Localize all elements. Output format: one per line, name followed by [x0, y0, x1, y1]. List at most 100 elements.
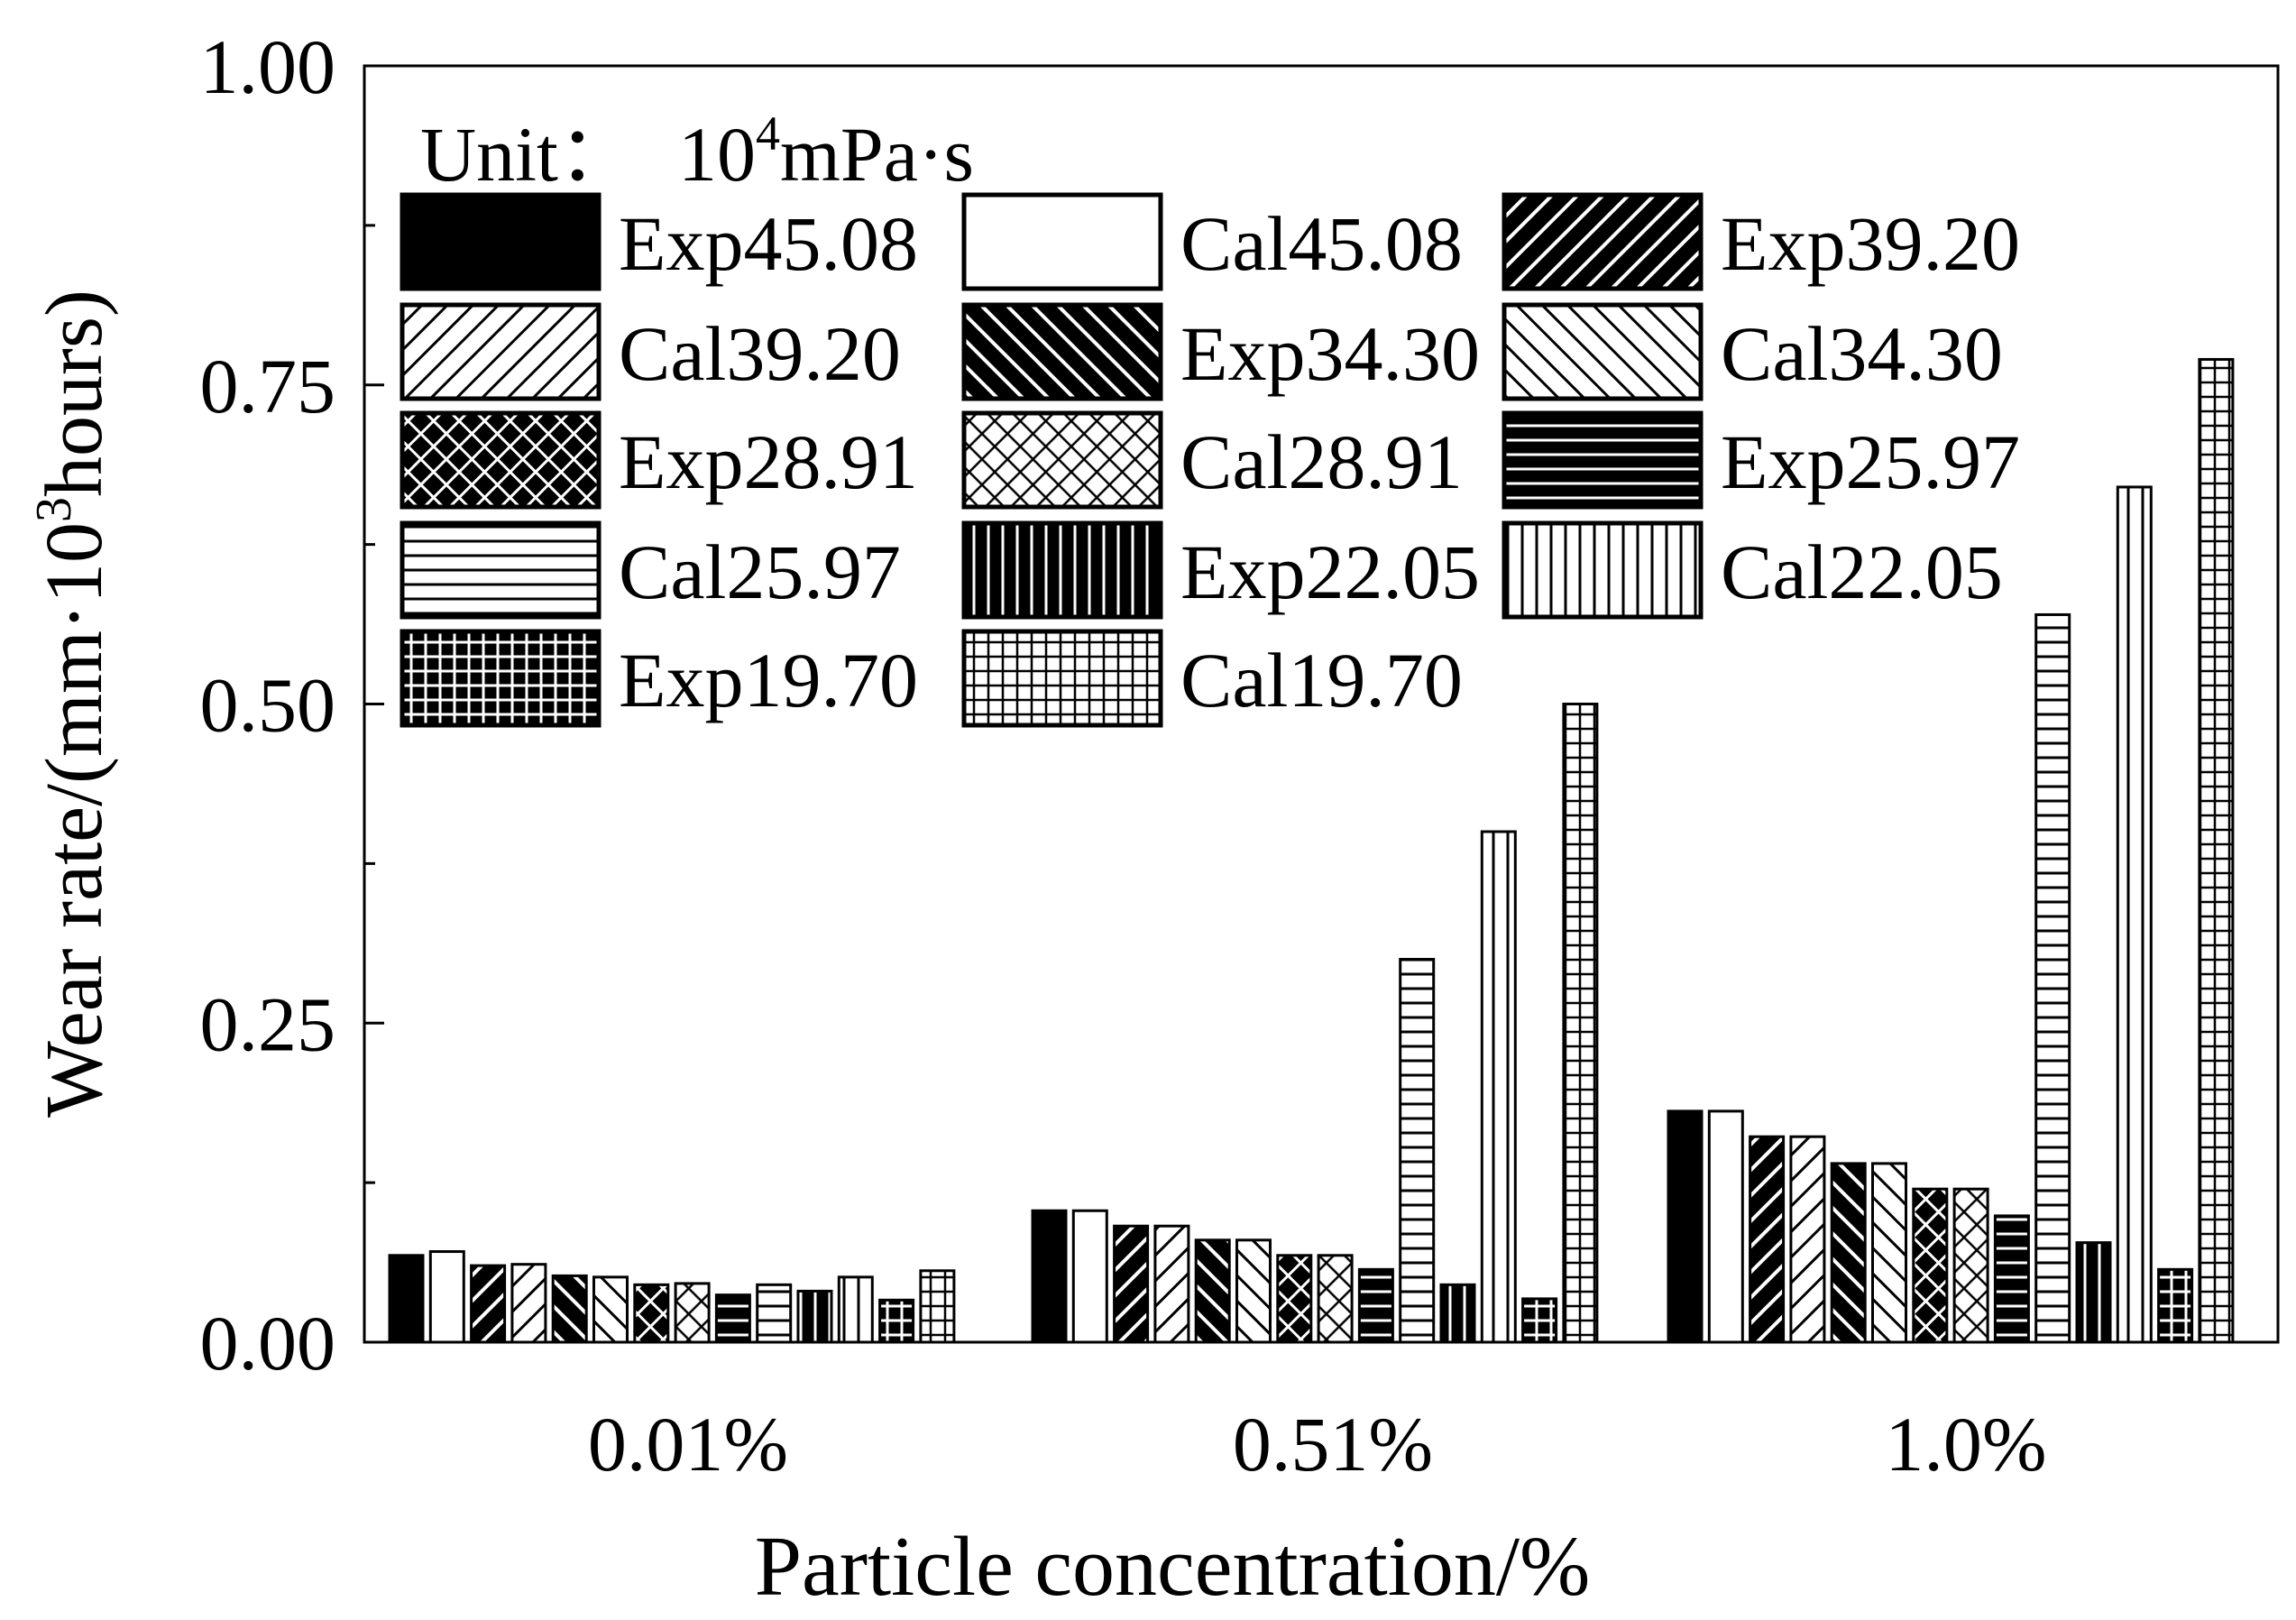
bar-cal39-20-0-01: [510, 1263, 547, 1344]
y-tick-label: 0.75: [200, 343, 336, 429]
legend-swatch-exp45-08: [400, 192, 602, 291]
bar-exp34-30-0-51: [1194, 1238, 1231, 1344]
legend-label-cal34-30: Cal34.30: [1721, 310, 2003, 397]
legend: Exp45.08 Cal45.08 Exp39.20 Cal39.20 Exp34.30…: [400, 192, 2020, 728]
x-tick-label-0-01: 0.01%: [588, 1401, 788, 1487]
bar-cal45-08-0-01: [428, 1250, 465, 1344]
y-tick-label: 0.25: [200, 980, 336, 1067]
legend-item-cal28-91: Cal28.91: [961, 410, 1463, 510]
legend-swatch-cal34-30: [1502, 302, 1704, 401]
legend-swatch-cal25-97: [400, 520, 602, 620]
legend-item-exp45-08: Exp45.08: [400, 192, 918, 291]
legend-label-cal45-08: Cal45.08: [1180, 200, 1463, 287]
bar-exp22-05-1-0: [2075, 1241, 2112, 1344]
legend-label-exp28-91: Exp28.91: [619, 419, 918, 505]
bar-cal28-91-0-51: [1317, 1254, 1354, 1344]
bar-exp19-70-1-0: [2157, 1267, 2194, 1344]
bar-cal39-20-0-51: [1153, 1224, 1190, 1344]
bar-cal22-05-0-51: [1480, 830, 1517, 1344]
y-tick-label: 1.00: [200, 23, 336, 110]
x-tick-label-0-51: 0.51%: [1233, 1401, 1433, 1487]
bar-exp39-20-0-51: [1113, 1224, 1150, 1344]
bar-exp39-20-0-01: [470, 1264, 507, 1344]
legend-item-exp19-70: Exp19.70: [400, 629, 918, 728]
y-axis: 0.00 0.25 0.50 0.75 1.00: [200, 23, 384, 1386]
legend-label-exp39-20: Exp39.20: [1721, 200, 2020, 287]
legend-swatch-exp34-30: [961, 302, 1163, 401]
bars-group: [388, 357, 2235, 1344]
x-axis-label: Particle concentration/%: [755, 1520, 1591, 1614]
bar-exp34-30-0-01: [551, 1274, 588, 1344]
bar-cal34-30-0-51: [1235, 1238, 1272, 1344]
legend-label-exp34-30: Exp34.30: [1180, 310, 1480, 397]
bar-exp25-97-0-51: [1357, 1267, 1394, 1344]
legend-label-cal25-97: Cal25.97: [619, 529, 901, 615]
legend-swatch-exp28-91: [400, 410, 602, 510]
bar-cal34-30-0-01: [592, 1275, 629, 1344]
bar-cal22-05-1-0: [2116, 485, 2153, 1344]
bar-exp25-97-1-0: [1993, 1214, 2030, 1344]
bar-exp28-91-1-0: [1912, 1187, 1949, 1344]
bar-cal45-08-0-51: [1071, 1209, 1108, 1344]
bar-exp28-91-0-51: [1276, 1254, 1313, 1344]
bar-exp34-30-1-0: [1830, 1162, 1867, 1344]
bar-exp45-08-1-0: [1667, 1109, 1704, 1344]
bar-exp19-70-0-01: [878, 1298, 915, 1344]
unit-note-label: Unit：: [420, 111, 636, 198]
y-tick-label: 0.00: [200, 1300, 336, 1386]
bar-cal19-70-0-51: [1562, 703, 1599, 1344]
legend-swatch-cal45-08: [961, 192, 1163, 291]
legend-label-exp45-08: Exp45.08: [619, 200, 918, 287]
bar-exp25-97-0-01: [714, 1293, 751, 1344]
bar-cal25-97-0-01: [756, 1283, 793, 1344]
bar-cal45-08-1-0: [1707, 1109, 1744, 1344]
legend-label-cal39-20: Cal39.20: [619, 310, 901, 397]
legend-item-cal19-70: Cal19.70: [961, 629, 1463, 728]
y-axis-label-prefix: Wear rate/(mm·10: [30, 522, 119, 1118]
legend-swatch-exp19-70: [400, 629, 602, 728]
legend-item-exp25-97: Exp25.97: [1502, 410, 2020, 510]
unit-note: Unit： 104mPa·s: [420, 106, 974, 198]
bar-exp45-08-0-51: [1031, 1209, 1068, 1344]
legend-label-exp25-97: Exp25.97: [1721, 419, 2020, 505]
y-axis-label-superscript: 3: [26, 497, 82, 522]
legend-item-exp22-05: Exp22.05: [961, 520, 1480, 620]
x-axis: 0.01% 0.51% 1.0%: [588, 1401, 2047, 1487]
legend-item-cal39-20: Cal39.20: [400, 302, 901, 401]
unit-note-suffix: mPa·s: [780, 111, 974, 198]
unit-note-superscript: 4: [756, 106, 780, 161]
legend-item-exp39-20: Exp39.20: [1502, 192, 2020, 291]
legend-swatch-cal28-91: [961, 410, 1163, 510]
legend-swatch-exp39-20: [1502, 192, 1704, 291]
legend-label-cal28-91: Cal28.91: [1180, 419, 1463, 505]
y-axis-label: Wear rate/(mm·103hours): [26, 290, 119, 1118]
bar-exp39-20-1-0: [1749, 1135, 1786, 1344]
bar-cal19-70-0-01: [919, 1269, 956, 1344]
bar-cal25-97-0-51: [1399, 958, 1436, 1344]
legend-label-cal19-70: Cal19.70: [1180, 637, 1463, 723]
legend-item-cal45-08: Cal45.08: [961, 192, 1463, 291]
legend-item-cal34-30: Cal34.30: [1502, 302, 2003, 401]
y-axis-label-suffix: hours): [30, 290, 119, 497]
legend-swatch-exp25-97: [1502, 410, 1704, 510]
legend-item-cal22-05: Cal22.05: [1502, 520, 2003, 620]
bar-cal34-30-1-0: [1871, 1162, 1907, 1344]
legend-swatch-cal19-70: [961, 629, 1163, 728]
bar-cal28-91-0-01: [674, 1282, 711, 1344]
bar-cal22-05-0-01: [837, 1275, 874, 1344]
legend-item-exp34-30: Exp34.30: [961, 302, 1480, 401]
x-tick-label-1-0: 1.0%: [1885, 1401, 2046, 1487]
bar-cal25-97-1-0: [2034, 612, 2071, 1344]
bar-exp28-91-0-01: [633, 1283, 670, 1344]
bar-exp45-08-0-01: [388, 1254, 425, 1344]
bar-exp19-70-0-51: [1521, 1297, 1558, 1344]
legend-item-cal25-97: Cal25.97: [400, 520, 901, 620]
legend-swatch-exp22-05: [961, 520, 1163, 620]
bar-cal19-70-1-0: [2198, 357, 2235, 1344]
legend-swatch-cal22-05: [1502, 520, 1704, 620]
legend-label-exp19-70: Exp19.70: [619, 637, 918, 723]
unit-note-base: 10: [678, 111, 756, 198]
legend-label-cal22-05: Cal22.05: [1721, 529, 2003, 615]
bar-cal39-20-1-0: [1789, 1135, 1826, 1344]
